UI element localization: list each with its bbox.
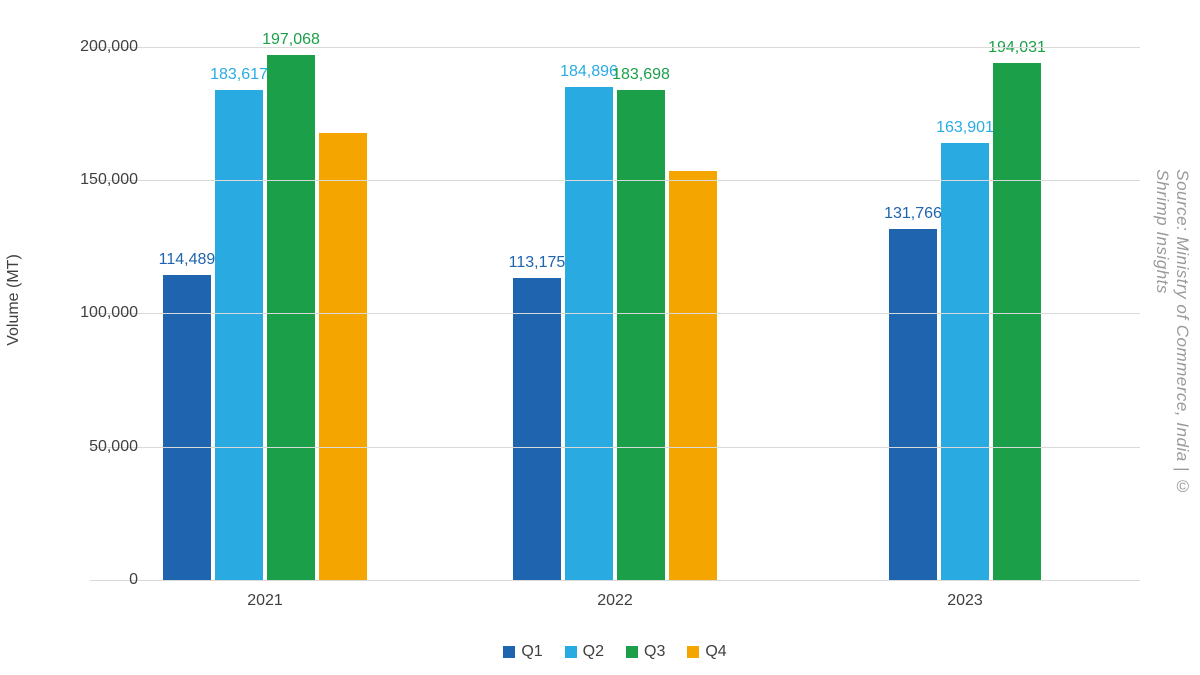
bar-q1: 114,489 — [163, 275, 211, 580]
gridline — [90, 47, 1140, 48]
legend-swatch — [626, 646, 638, 658]
bar-value-label: 163,901 — [936, 119, 994, 137]
gridline — [90, 180, 1140, 181]
legend-item-q2: Q2 — [565, 643, 604, 661]
bars: 113,175184,896183,698 — [511, 20, 719, 580]
y-axis-label: Volume (MT) — [5, 254, 23, 346]
gridline — [90, 580, 1140, 581]
bars: 131,766163,901194,031 — [887, 20, 1043, 580]
bar-groups: 114,489183,617197,0682021113,175184,8961… — [90, 20, 1140, 580]
bar-value-label: 184,896 — [560, 63, 618, 81]
bar-q4 — [669, 171, 717, 580]
legend-label: Q4 — [705, 643, 726, 661]
y-tick-label: 50,000 — [58, 438, 138, 456]
legend-swatch — [687, 646, 699, 658]
x-tick-label: 2023 — [947, 592, 983, 610]
y-tick-label: 200,000 — [58, 38, 138, 56]
bar-q3: 183,698 — [617, 90, 665, 580]
bars: 114,489183,617197,068 — [161, 20, 369, 580]
bar-value-label: 131,766 — [884, 205, 942, 223]
legend-label: Q2 — [583, 643, 604, 661]
bar-value-label: 183,617 — [210, 66, 268, 84]
gridline — [90, 447, 1140, 448]
bar-q2: 163,901 — [941, 143, 989, 580]
legend-item-q3: Q3 — [626, 643, 665, 661]
bar-q1: 131,766 — [889, 229, 937, 580]
bar-value-label: 114,489 — [159, 251, 216, 269]
legend-label: Q1 — [521, 643, 542, 661]
gridline — [90, 313, 1140, 314]
bar-q2: 184,896 — [565, 87, 613, 580]
legend-label: Q3 — [644, 643, 665, 661]
y-tick-label: 100,000 — [58, 304, 138, 322]
legend-item-q1: Q1 — [503, 643, 542, 661]
x-tick-label: 2021 — [247, 592, 283, 610]
legend-swatch — [503, 646, 515, 658]
y-tick-label: 150,000 — [58, 171, 138, 189]
legend: Q1 Q2 Q3 Q4 — [90, 643, 1140, 661]
bar-group: 131,766163,901194,0312023 — [790, 20, 1140, 580]
bar-group: 113,175184,896183,6982022 — [440, 20, 790, 580]
legend-swatch — [565, 646, 577, 658]
y-tick-label: 0 — [58, 571, 138, 589]
bar-value-label: 113,175 — [509, 254, 566, 272]
chart-container: Volume (MT) 114,489183,617197,0682021113… — [0, 0, 1200, 675]
source-note: Source: Ministry of Commerce, India | © … — [1152, 169, 1192, 507]
bar-group: 114,489183,617197,0682021 — [90, 20, 440, 580]
bar-q4 — [319, 133, 367, 580]
bar-q3: 197,068 — [267, 55, 315, 581]
x-tick-label: 2022 — [597, 592, 633, 610]
bar-value-label: 183,698 — [612, 66, 670, 84]
plot-area: 114,489183,617197,0682021113,175184,8961… — [90, 20, 1140, 580]
bar-q3: 194,031 — [993, 63, 1041, 580]
bar-q1: 113,175 — [513, 278, 561, 580]
legend-item-q4: Q4 — [687, 643, 726, 661]
bar-q2: 183,617 — [215, 90, 263, 580]
